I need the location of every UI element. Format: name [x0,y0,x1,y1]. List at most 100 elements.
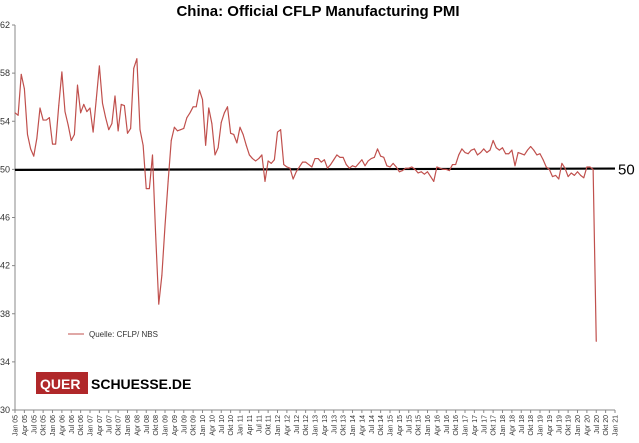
data-point [348,167,350,169]
x-tick-label: Okt 10 [228,415,235,436]
y-tick-label: 62 [0,20,10,30]
data-point [533,149,535,151]
data-point [517,152,519,154]
data-point [77,84,78,86]
data-point [239,126,241,128]
x-tick-label: Jul 10 [219,415,226,434]
x-tick-label: Jul 14 [369,415,376,434]
data-point [39,107,41,109]
x-tick-label: Apr 14 [359,415,366,436]
x-tick-label: Okt 16 [453,415,460,436]
chart-title: China: Official CFLP Manufacturing PMI [176,3,459,20]
y-tick-label: 58 [0,68,10,78]
data-point [70,140,72,141]
data-point [548,168,550,170]
reference-line-50 [14,167,616,171]
data-point [267,160,269,162]
data-point [180,129,182,131]
data-point [477,154,478,156]
data-point [308,164,310,166]
data-point [502,147,503,149]
x-tick-label: Jul 09 [181,415,188,434]
data-point [92,131,94,133]
data-point [567,176,569,178]
data-point [189,112,191,114]
x-tick-label: Jan 16 [425,415,432,436]
x-tick-label: Apr 18 [509,415,516,436]
y-tick-label: 46 [0,213,10,223]
x-axis: Jan 05 Apr 05 Jul 05 Okt 05 Jan 06 Apr 06 Jul … [13,409,620,436]
watermark-suffix: SCHUESSE.DE [91,376,191,392]
data-point [61,71,63,73]
data-point [192,106,194,108]
data-point [164,225,166,227]
data-point [383,156,385,158]
data-point [411,166,413,168]
data-point [305,161,307,163]
y-tick-label: 42 [0,261,10,271]
data-point [286,166,288,168]
data-point [555,174,557,176]
data-point [539,153,541,155]
x-tick-label: Okt 06 [78,415,85,436]
data-point [455,164,457,166]
x-tick-label: Okt 12 [303,415,310,436]
x-tick-label: Jul 08 [144,415,151,434]
data-point [414,168,416,170]
x-tick-label: Jan 20 [575,415,582,436]
x-tick-label: Jan 10 [200,415,207,436]
data-point [514,165,516,167]
data-point [130,127,132,129]
x-tick-label: Okt 05 [41,415,48,436]
data-point [573,174,575,176]
data-point [458,154,460,156]
data-point [142,144,144,146]
x-tick-label: Okt 18 [528,415,535,436]
reference-line-label: 50 [618,161,635,178]
data-point [386,165,388,167]
data-point [373,156,375,158]
data-point [558,178,560,180]
data-point [445,168,447,170]
data-point [361,159,363,161]
data-point [583,177,585,179]
data-point [211,123,213,125]
data-point [133,67,135,69]
data-point [464,152,466,154]
data-point [495,147,497,149]
data-point [295,171,297,173]
data-point [45,119,47,121]
x-tick-label: Jul 06 [69,415,76,434]
data-point [442,168,444,170]
data-point [589,166,591,168]
data-point [333,159,335,161]
x-tick-label: Jan 08 [125,415,132,436]
data-point [408,167,410,169]
data-point [298,166,300,168]
x-tick-label: Apr 08 [134,415,141,436]
x-tick-label: Okt 07 [116,415,123,436]
data-point [536,154,538,156]
x-tick-label: Jan 12 [275,415,282,436]
data-point [217,147,219,149]
data-point [83,103,85,105]
data-point [23,88,25,90]
data-point [586,166,588,168]
data-point [405,167,407,169]
data-point [564,167,566,169]
data-point [289,167,291,169]
x-tick-label: Jul 17 [481,415,488,434]
data-point [58,105,60,107]
data-point [208,107,210,109]
data-point [64,111,66,113]
data-point [230,132,232,134]
data-point [136,58,138,60]
data-point [30,148,32,150]
x-tick-label: Apr 11 [247,415,254,435]
reference-line-group: 50 [14,161,635,178]
x-tick-label: Jan 21 [613,415,620,436]
data-point [52,143,53,145]
data-point [55,143,57,145]
data-point [380,155,382,157]
x-tick-label: Okt 17 [491,415,498,436]
